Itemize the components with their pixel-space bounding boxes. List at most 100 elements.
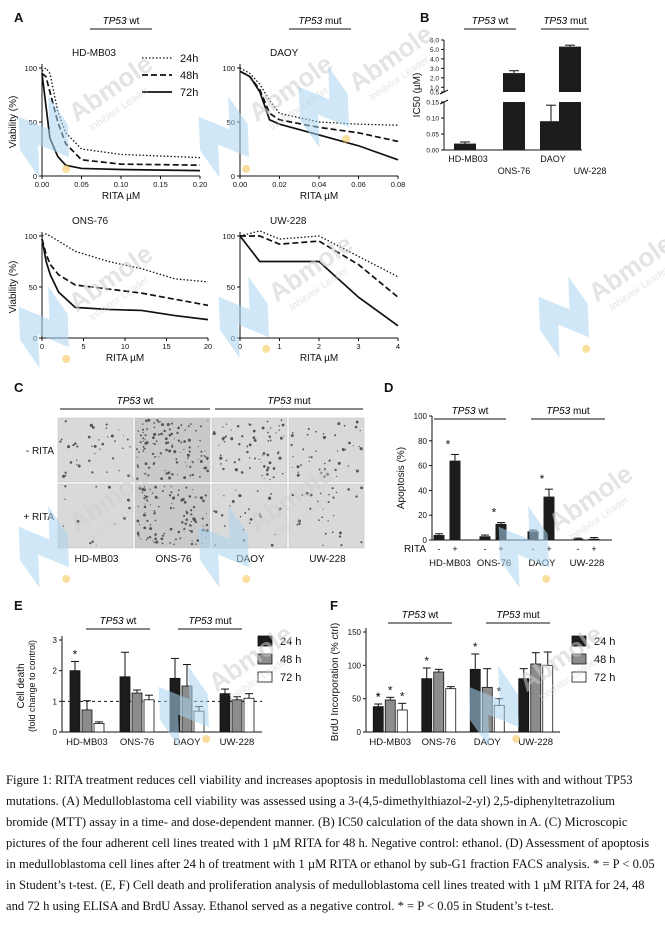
y-tick-label: 100 <box>24 232 37 241</box>
cell-dot <box>316 500 319 503</box>
watermark-logo <box>198 506 249 588</box>
cell-dot <box>292 431 294 434</box>
cell-dot <box>262 455 264 457</box>
ic50-bar <box>454 143 476 150</box>
cell-dot <box>123 435 125 437</box>
rita-sign: + <box>591 544 596 554</box>
y-axis-label: IC50 (µM) <box>412 73 423 118</box>
cell-dot <box>347 465 350 467</box>
cell-dot <box>173 450 177 454</box>
cell-dot <box>344 448 347 451</box>
cell-dot <box>230 437 234 441</box>
bar-48h <box>231 699 243 733</box>
cell-dot <box>106 471 108 473</box>
micrograph-tile <box>134 483 211 549</box>
cell-dot <box>189 465 192 468</box>
chart-title: HD-MB03 <box>72 48 116 59</box>
cell-dot <box>87 435 91 439</box>
cell-dot <box>213 510 216 512</box>
cell-dot <box>246 450 249 454</box>
y-tick-label: 150 <box>348 628 362 637</box>
cell-dot <box>151 452 155 456</box>
panel-label-f: F <box>330 598 338 613</box>
cell-dot <box>105 423 108 426</box>
cell-dot <box>185 486 188 489</box>
watermark-logo <box>498 506 549 588</box>
y-tick-label: 40 <box>418 486 427 495</box>
cell-dot <box>309 493 313 497</box>
cell-dot <box>200 455 203 457</box>
micrograph-tile <box>211 417 288 483</box>
cell-dot <box>174 538 177 541</box>
cell-dot <box>270 427 272 429</box>
legend-swatch <box>257 653 273 665</box>
cell-dot <box>107 485 111 489</box>
cell-dot <box>266 420 269 423</box>
group-header-mut-b: TP53 mut <box>543 16 587 27</box>
cell-dot <box>91 540 94 543</box>
y-tick-label: 0.05 <box>426 132 439 139</box>
significance-star: * <box>424 654 429 668</box>
x-tick-label: DAOY <box>540 154 566 164</box>
cell-dot <box>205 523 209 527</box>
y-tick-label: 100 <box>414 412 428 421</box>
watermark-dot <box>342 134 351 143</box>
x-tick-label: HD-MB03 <box>448 154 488 164</box>
cell-dot <box>195 496 197 498</box>
cell-dot <box>145 538 148 541</box>
legend-label: 48 h <box>280 654 301 666</box>
cell-dot <box>199 459 203 463</box>
cell-dot <box>180 451 182 453</box>
rita-label: RITA <box>404 544 426 555</box>
cell-dot <box>185 518 189 521</box>
legend-label: 24h <box>180 53 198 65</box>
cell-dot <box>266 453 270 457</box>
cell-dot <box>297 471 299 474</box>
cell-dot <box>358 445 360 448</box>
cell-dot <box>136 519 140 523</box>
cell-dot <box>138 523 141 525</box>
cell-dot <box>206 458 208 461</box>
rita-sign: + <box>452 544 457 554</box>
watermark-logo <box>538 276 589 358</box>
cell-dot <box>76 519 80 524</box>
cell-dot <box>128 506 131 510</box>
cell-dot <box>296 523 299 526</box>
cell-dot <box>151 492 154 494</box>
figure-caption: Figure 1: RITA treatment reduces cell vi… <box>6 773 655 913</box>
y-tick-label: 50 <box>29 283 37 292</box>
cell-dot <box>153 510 156 512</box>
cell-dot <box>113 523 116 525</box>
cell-dot <box>167 471 170 475</box>
cell-dot <box>157 433 161 436</box>
cell-dot <box>76 445 79 448</box>
bar-72h <box>93 723 105 733</box>
y-tick-label: 20 <box>418 511 427 520</box>
y-tick-label: 100 <box>24 64 37 73</box>
cell-dot <box>253 436 256 439</box>
cell-dot <box>161 542 164 545</box>
bar-48h <box>81 709 93 733</box>
y-tick-label: 5.0 <box>430 47 439 54</box>
cell-dot <box>360 486 363 490</box>
series-line-72h <box>41 73 201 172</box>
cell-dot <box>157 505 160 508</box>
cell-dot <box>296 473 300 477</box>
cell-dot <box>191 460 194 463</box>
cell-dot <box>190 509 193 512</box>
cell-dot <box>160 432 163 436</box>
apoptosis-bar <box>479 536 491 540</box>
cell-dot <box>59 440 62 443</box>
group-header-wt-c: TP53 wt <box>117 396 154 407</box>
cell-dot <box>314 430 317 433</box>
y-tick-label: 80 <box>418 437 427 446</box>
cell-dot <box>184 522 188 525</box>
bar-48h <box>384 699 396 733</box>
cell-dot <box>187 457 189 460</box>
cell-dot <box>142 445 145 448</box>
x-tick-label: 0.20 <box>193 180 208 189</box>
cell-dot <box>88 459 91 463</box>
